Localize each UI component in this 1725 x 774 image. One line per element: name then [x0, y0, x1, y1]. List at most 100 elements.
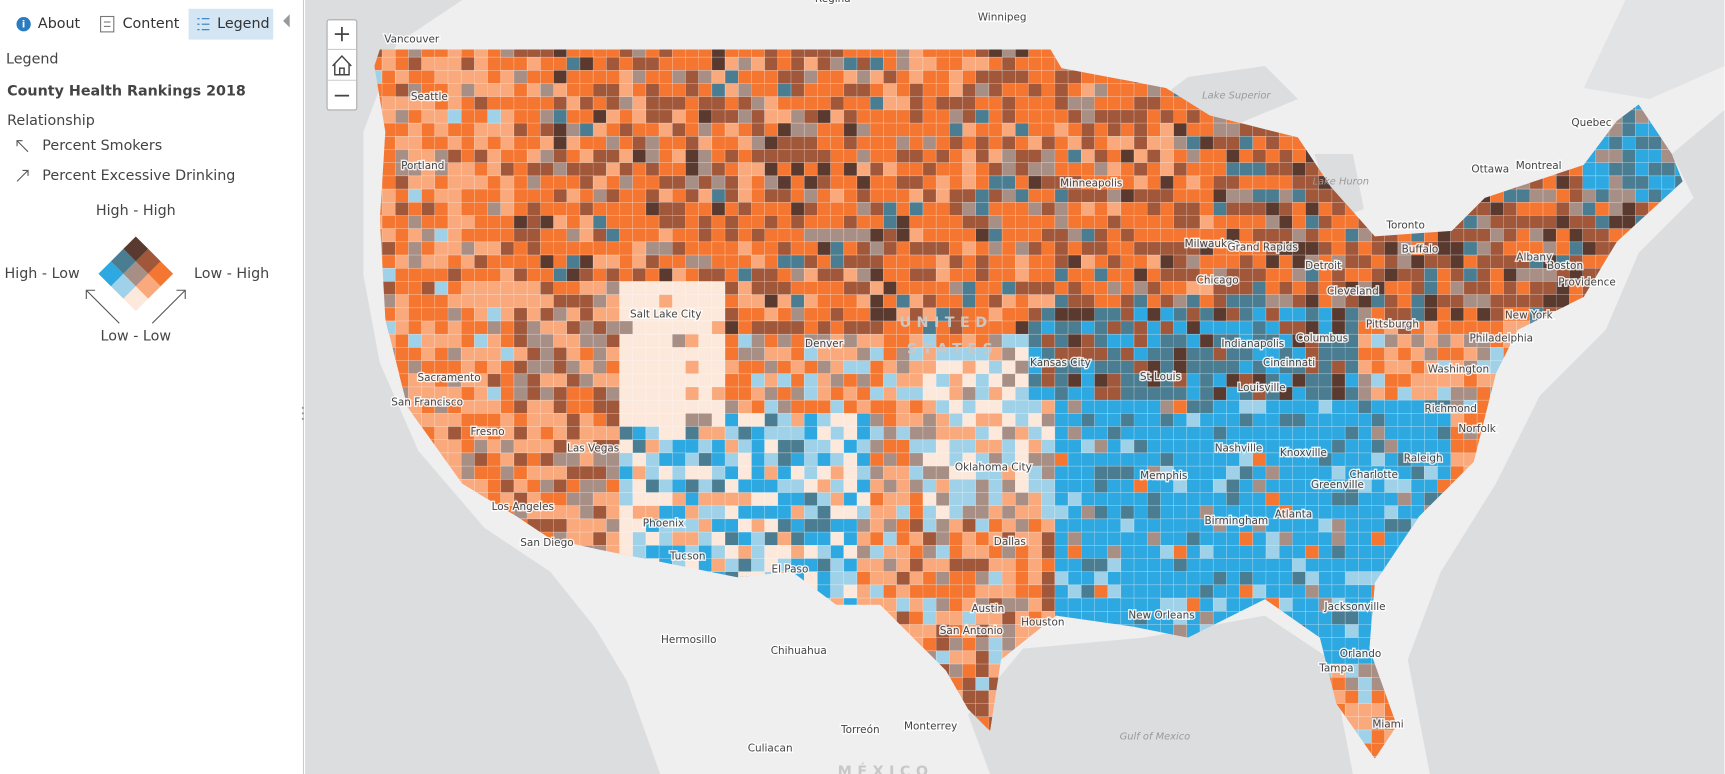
county	[1120, 188, 1135, 203]
county	[935, 426, 950, 441]
county	[830, 294, 845, 309]
county	[606, 96, 620, 111]
county	[1476, 202, 1491, 216]
county	[1608, 149, 1623, 163]
county	[553, 109, 568, 124]
county	[1041, 241, 1056, 256]
county	[526, 452, 541, 467]
county	[1239, 531, 1254, 546]
county	[949, 267, 963, 282]
county	[500, 56, 515, 71]
county	[830, 202, 845, 216]
county	[777, 241, 792, 256]
county	[487, 83, 502, 98]
county	[949, 281, 963, 295]
county	[751, 531, 765, 546]
county	[935, 558, 950, 572]
county	[592, 202, 607, 216]
county	[1212, 162, 1227, 177]
county	[1265, 584, 1280, 599]
tab-label[interactable]: About	[38, 16, 81, 32]
collapse-button[interactable]	[283, 14, 290, 28]
county	[1094, 202, 1108, 216]
county	[1054, 307, 1069, 322]
county	[1015, 162, 1029, 177]
county	[1331, 241, 1346, 256]
county	[487, 122, 502, 137]
county	[711, 267, 726, 282]
county	[698, 83, 713, 98]
county	[817, 175, 831, 190]
county	[949, 56, 963, 71]
county	[764, 465, 779, 480]
county	[1173, 294, 1188, 309]
county	[632, 202, 647, 216]
county	[1001, 439, 1016, 454]
county	[817, 294, 831, 309]
county	[751, 492, 765, 507]
county	[975, 413, 990, 427]
county	[685, 96, 699, 111]
county	[962, 241, 977, 256]
county	[883, 360, 897, 375]
county	[447, 136, 462, 150]
county	[1463, 386, 1478, 401]
county	[1621, 149, 1636, 163]
county	[790, 83, 805, 98]
county	[909, 426, 924, 441]
county	[751, 294, 765, 309]
county	[883, 175, 897, 190]
county	[460, 56, 475, 71]
county	[843, 96, 858, 111]
tab-label[interactable]: Content	[123, 16, 180, 32]
county	[1424, 254, 1438, 269]
county	[1226, 162, 1240, 177]
county	[843, 373, 858, 388]
county	[711, 122, 726, 137]
county	[724, 162, 739, 177]
county	[883, 492, 897, 507]
county	[526, 122, 541, 137]
county	[1424, 426, 1438, 441]
county	[1173, 439, 1188, 454]
legend-tab[interactable]: Legend	[197, 16, 270, 32]
county	[962, 109, 977, 124]
county	[1001, 175, 1016, 190]
county	[592, 333, 607, 348]
county	[1278, 267, 1293, 282]
tab-label[interactable]: Legend	[217, 16, 269, 32]
county	[869, 136, 884, 150]
county	[988, 584, 1003, 599]
county	[394, 267, 409, 282]
county	[777, 149, 792, 163]
county	[737, 241, 752, 256]
about-tab[interactable]: i About	[16, 16, 81, 32]
county	[526, 228, 541, 243]
county	[394, 307, 409, 322]
county	[975, 70, 990, 84]
county	[619, 479, 633, 493]
county	[1555, 215, 1570, 229]
county	[447, 109, 462, 124]
content-tab[interactable]: Content	[100, 15, 180, 33]
county	[1001, 56, 1016, 71]
county	[1015, 333, 1029, 348]
county	[949, 96, 963, 111]
county	[883, 386, 897, 401]
county	[777, 70, 792, 84]
county	[856, 320, 871, 335]
map[interactable]: ReginaWinnipegVancouverSeattlePortlandSa…	[305, 0, 1725, 774]
county	[803, 545, 818, 559]
county	[645, 70, 660, 84]
county	[1358, 439, 1372, 454]
county	[685, 399, 699, 414]
county	[817, 426, 831, 441]
county	[1252, 413, 1267, 427]
county	[1305, 215, 1320, 229]
county	[843, 202, 858, 216]
county	[988, 637, 1003, 652]
county	[672, 122, 686, 137]
county	[777, 96, 792, 111]
county	[500, 347, 515, 361]
county	[883, 307, 897, 322]
